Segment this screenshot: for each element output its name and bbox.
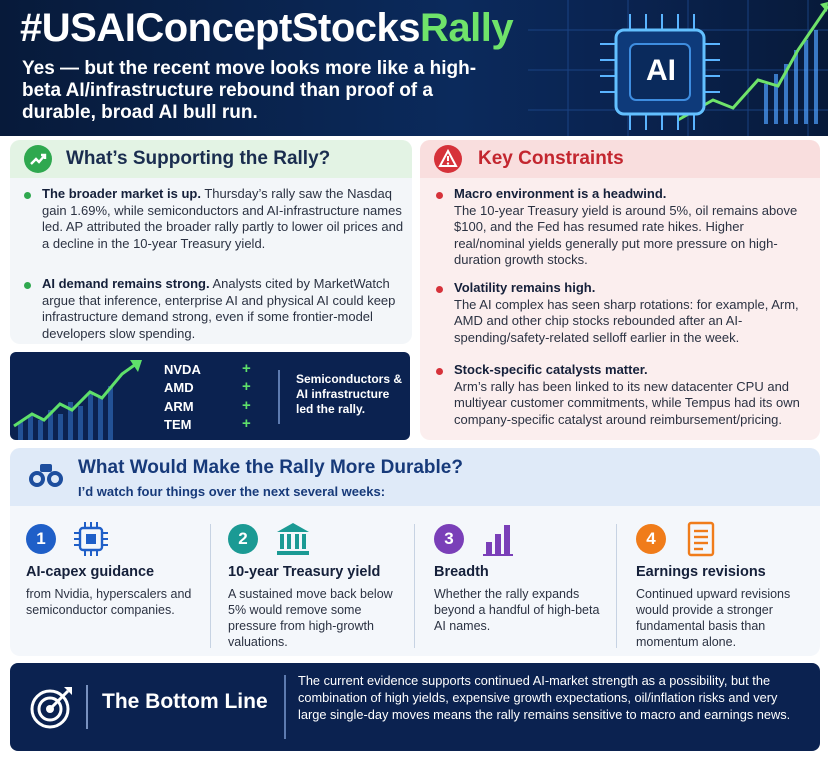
ticker-note: Semiconductors & AI infrastructure led t…: [296, 372, 403, 416]
watch-item-title: Breadth: [434, 564, 489, 580]
plus-icon: +: [242, 415, 251, 432]
constraints-header: Key Constraints: [420, 140, 820, 178]
watch-item-text: Whether the rally expands beyond a handf…: [434, 587, 600, 633]
plus-icon: +: [242, 397, 251, 414]
watch-item-title: 10-year Treasury yield: [228, 564, 381, 580]
watch-item-2: 2 10-year Treasury yield A sustained mov…: [216, 518, 416, 650]
bullet-dot: [436, 286, 443, 293]
watch-item-text: A sustained move back below 5% would rem…: [228, 587, 393, 649]
number-badge: 1: [26, 524, 56, 554]
ticker-symbol: AMD: [164, 380, 194, 395]
bottom-line-text: The current evidence supports continued …: [298, 673, 791, 722]
header-banner: #USAIConceptStocksRally Yes — but the re…: [0, 0, 828, 136]
divider: [284, 675, 286, 739]
durable-subtitle: I’d watch four things over the next seve…: [78, 484, 386, 499]
binoculars-icon: [29, 464, 63, 487]
chip-icon: [74, 522, 108, 556]
watch-item-4: 4 Earnings revisions Continued upward re…: [624, 518, 824, 650]
warning-icon: [434, 145, 462, 173]
constraints-panel: Key Constraints Macro environment is a h…: [420, 140, 820, 440]
divider: [210, 524, 211, 648]
bottom-line-title: The Bottom Line: [102, 690, 268, 713]
number-badge: 4: [636, 524, 666, 554]
durable-title: What Would Make the Rally More Durable?: [78, 457, 463, 478]
watch-item-3: 3 Breadth Whether the rally expands beyo…: [422, 518, 622, 650]
ticker-symbol: TEM: [164, 417, 192, 432]
durable-panel: What Would Make the Rally More Durable? …: [10, 448, 820, 656]
bullet-dot: [24, 282, 31, 289]
constraint-item-1: Macro environment is a headwind. The 10-y…: [454, 186, 798, 267]
plus-icon: +: [242, 378, 251, 395]
ticker-symbol: ARM: [164, 399, 194, 414]
watch-item-text: from Nvidia, hyperscalers and semiconduc…: [26, 587, 192, 617]
rising-chart-graphic: [13, 360, 142, 440]
page-title: #USAIConceptStocksRally: [20, 6, 514, 50]
number-badge: 3: [434, 524, 464, 554]
bullet-dot: [24, 192, 31, 199]
divider: [278, 370, 280, 424]
divider: [86, 685, 88, 729]
constraint-item-3: Stock-specific catalysts matter. Arm’s ra…: [454, 362, 800, 427]
ai-chip-label: AI: [646, 54, 676, 87]
watch-item-title: AI-capex guidance: [26, 564, 155, 580]
number-badge: 2: [228, 524, 258, 554]
bottom-line-banner: The Bottom Line The current evidence sup…: [10, 663, 820, 751]
bullet-dot: [436, 368, 443, 375]
plus-icon: +: [242, 360, 251, 377]
durable-header: What Would Make the Rally More Durable? …: [10, 448, 820, 506]
watch-item-title: Earnings revisions: [636, 564, 766, 580]
bank-icon: [277, 523, 309, 555]
divider: [616, 524, 617, 648]
ai-chip-icon: [600, 14, 720, 130]
constraint-item-2: Volatility remains high. The AI complex h…: [454, 280, 799, 345]
support-item-2: AI demand remains strong. Analysts cited…: [42, 276, 396, 341]
bar-chart-icon: [483, 525, 513, 556]
bullet-dot: [436, 192, 443, 199]
support-panel: What’s Supporting the Rally? The broader…: [10, 140, 412, 344]
page-subtitle: Yes — but the recent move looks more lik…: [22, 58, 477, 123]
ticker-symbol: NVDA: [164, 362, 201, 377]
divider: [414, 524, 415, 648]
support-item-1: The broader market is up. Thursday’s ral…: [42, 186, 404, 251]
watch-item-1: 1 AI-capex guidance from Nvidia, hypersc…: [14, 518, 214, 650]
document-icon: [687, 521, 715, 557]
support-title: What’s Supporting the Rally?: [66, 148, 331, 169]
target-icon: [30, 687, 72, 729]
support-header: What’s Supporting the Rally?: [10, 140, 412, 178]
constraints-title: Key Constraints: [478, 148, 624, 169]
watch-item-text: Continued upward revisions would provide…: [636, 587, 791, 649]
trending-up-icon: [24, 145, 52, 173]
ticker-box: NVDA + AMD + ARM + TEM + Semiconductors …: [10, 352, 410, 440]
